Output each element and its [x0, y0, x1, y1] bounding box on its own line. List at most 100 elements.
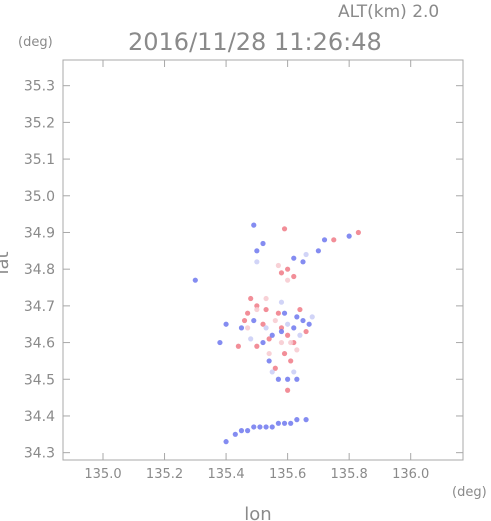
- echo-point: [285, 332, 291, 338]
- echo-point: [232, 431, 238, 437]
- axis-tick-labels: 135.0 135.2 135.4 135.6 135.8 136.0 34.3 34.4 34…: [24, 79, 429, 482]
- x-tick-label: 135.4: [207, 467, 244, 482]
- y-tick-label: 34.3: [24, 446, 55, 462]
- echo-point: [260, 321, 266, 327]
- echo-point: [278, 325, 285, 331]
- echo-point: [331, 237, 337, 243]
- echo-point: [285, 321, 291, 327]
- echo-point: [278, 299, 285, 305]
- echo-point: [281, 226, 288, 232]
- x-tick-label: 135.2: [146, 467, 183, 482]
- x-tick-label: 136.0: [392, 467, 429, 482]
- echo-point: [306, 321, 312, 327]
- echo-point: [266, 336, 272, 342]
- echo-point: [254, 259, 260, 265]
- echo-point: [281, 420, 288, 426]
- echo-point: [275, 310, 281, 316]
- echo-point: [303, 251, 309, 258]
- echo-point: [294, 347, 300, 353]
- echo-point: [321, 237, 328, 243]
- plot-frame: [62, 59, 464, 461]
- echo-point: [254, 343, 260, 349]
- echo-point: [238, 325, 245, 331]
- echo-point: [266, 350, 272, 357]
- echo-point: [223, 439, 229, 445]
- echo-point: [260, 339, 266, 346]
- echo-point: [303, 328, 309, 335]
- y-tick-label: 34.8: [24, 262, 55, 278]
- echo-point: [346, 233, 352, 239]
- echo-point: [300, 317, 306, 324]
- echo-point: [263, 325, 269, 331]
- echo-point: [269, 332, 275, 338]
- echo-point: [257, 424, 263, 430]
- echo-point: [285, 277, 291, 283]
- y-tick-label: 35.0: [24, 189, 55, 205]
- echo-point: [278, 328, 285, 335]
- echo-point: [285, 387, 291, 393]
- x-tick-label: 135.8: [331, 467, 368, 482]
- plot-timestamp-title: 2016/11/28 11:26:48: [128, 28, 382, 56]
- echo-point: [192, 277, 198, 283]
- echo-point: [272, 317, 278, 324]
- y-axis-label: lat: [0, 251, 13, 274]
- echo-point: [245, 428, 251, 434]
- echo-point: [269, 424, 275, 430]
- echo-point: [251, 424, 257, 430]
- y-tick-label: 34.5: [24, 372, 55, 388]
- echo-point: [294, 417, 300, 423]
- echo-point: [285, 376, 291, 382]
- echo-point: [297, 306, 303, 313]
- echo-point: [285, 266, 291, 272]
- echo-point: [288, 420, 294, 426]
- x-tick-label: 135.0: [84, 467, 121, 482]
- x-axis-label: lon: [244, 504, 271, 521]
- echo-point: [303, 417, 309, 423]
- echo-point: [291, 273, 297, 280]
- echo-point: [288, 358, 294, 364]
- y-tick-label: 34.6: [24, 336, 55, 352]
- echo-point: [278, 270, 285, 276]
- echo-point: [238, 428, 245, 434]
- echo-point: [263, 306, 269, 313]
- echo-point: [278, 339, 285, 346]
- echo-point: [291, 369, 297, 375]
- echo-point: [235, 343, 241, 349]
- x-unit-label: (deg): [452, 485, 487, 500]
- echo-point: [300, 259, 306, 265]
- echo-point: [251, 222, 257, 228]
- echo-point: [275, 420, 281, 426]
- echo-point: [315, 248, 321, 254]
- echo-point: [281, 350, 288, 357]
- echo-point: [254, 303, 260, 309]
- echo-point: [223, 321, 229, 327]
- echo-point: [281, 310, 288, 316]
- echo-point: [288, 339, 294, 346]
- echo-point: [291, 325, 297, 331]
- echo-point: [245, 325, 251, 331]
- echo-point: [309, 314, 315, 320]
- y-tick-label: 34.4: [24, 409, 55, 425]
- y-tick-label: 35.1: [24, 152, 55, 168]
- echo-point: [248, 295, 254, 302]
- echo-point: [275, 262, 281, 269]
- echo-point: [245, 310, 251, 316]
- echo-point: [266, 358, 272, 364]
- y-tick-label: 35.3: [24, 79, 55, 95]
- echo-point: [263, 295, 269, 302]
- echo-point: [251, 317, 257, 324]
- echo-points: [192, 222, 361, 445]
- x-tick-label: 135.6: [269, 467, 306, 482]
- echo-point: [272, 365, 278, 371]
- y-tick-label: 34.7: [24, 299, 55, 315]
- echo-point: [241, 317, 248, 324]
- axis-ticks: [63, 60, 463, 460]
- echo-point: [275, 376, 281, 382]
- echo-point: [248, 336, 254, 342]
- echo-point: [291, 255, 297, 261]
- y-tick-label: 35.2: [24, 115, 55, 131]
- echo-point: [263, 424, 269, 430]
- echo-point: [269, 369, 275, 375]
- echo-point: [260, 240, 266, 247]
